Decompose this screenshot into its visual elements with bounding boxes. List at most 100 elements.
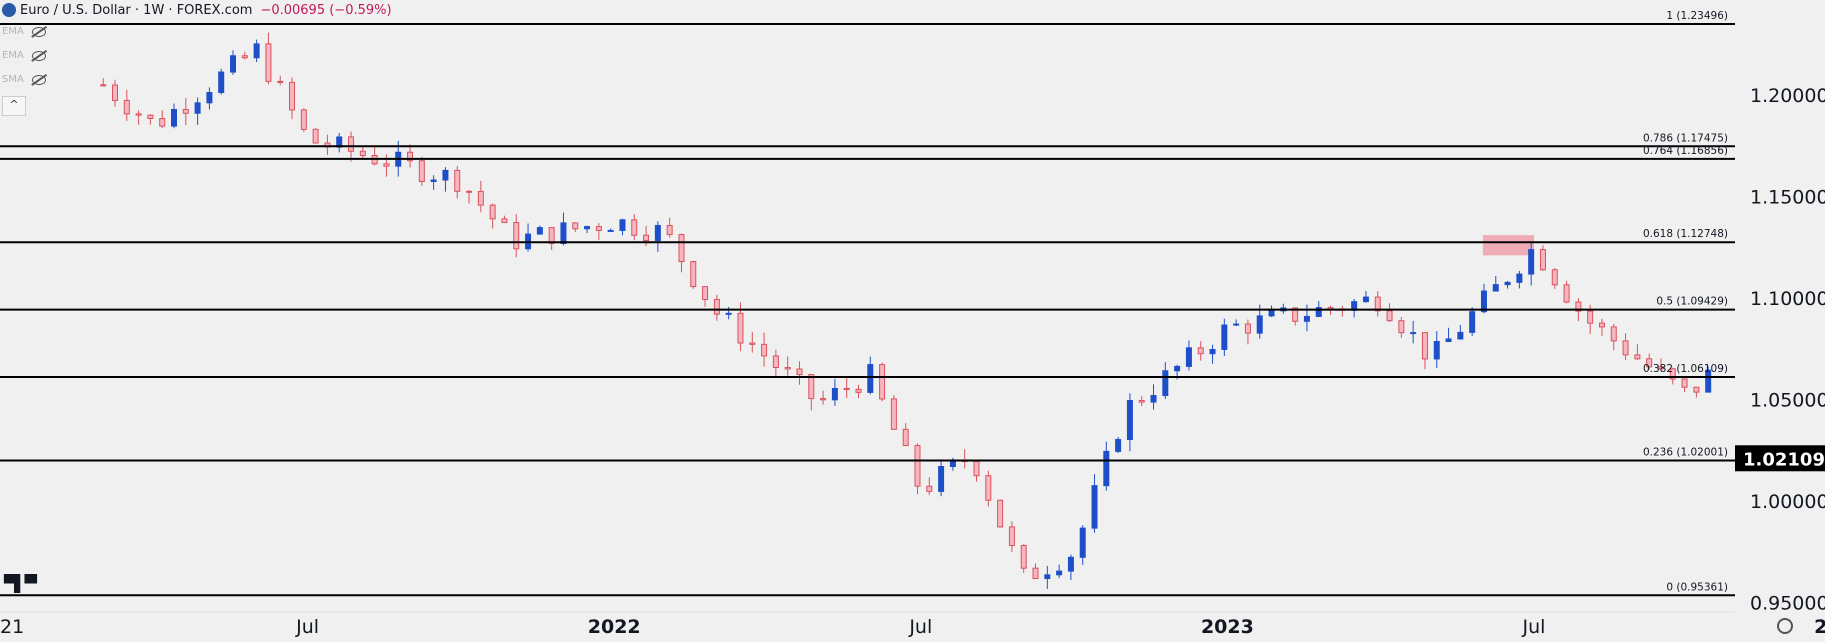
candle-body [1622,340,1629,356]
indicator-sma[interactable]: SMA [2,74,46,85]
price-change: −0.00695 (−0.59%) [260,2,392,18]
candle-body [867,364,874,393]
candle-92 [1185,340,1192,371]
y-tick-4: 1.00000 [1750,491,1825,513]
candle-52 [713,294,720,321]
tradingview-logo: ▀▌▀ [4,574,37,593]
candle-body [713,298,720,315]
candle-128 [1610,323,1617,351]
collapse-indicators-button[interactable]: ^ [2,96,26,116]
eye-hidden-icon[interactable] [31,74,46,85]
candle-114 [1445,327,1452,342]
candle-body [277,80,284,83]
candle-body [926,485,933,492]
candle-61 [820,390,827,405]
candle-body [1079,527,1086,558]
candle-body [1162,370,1169,397]
settings-icon[interactable] [1777,618,1793,634]
candle-39 [560,212,567,246]
candle-body [643,234,650,241]
candle-body [466,190,473,193]
candle-24 [383,154,390,177]
fib-label-4: 0.5 (1.09429) [1656,296,1728,308]
candle-body [938,466,945,492]
fib-label-2: 0.764 (1.16856) [1643,145,1728,157]
candle-body [1410,332,1417,335]
candle-94 [1209,344,1216,364]
candle-body [1504,281,1511,286]
candle-body [1032,567,1039,580]
candle-body [595,226,602,232]
candle-84 [1091,474,1098,533]
candle-40 [572,222,579,233]
candle-body [1067,556,1074,572]
candle-body [1705,369,1712,393]
candle-16 [289,77,296,120]
candle-body [808,374,815,400]
eye-hidden-icon[interactable] [31,50,46,61]
candle-body [619,219,626,231]
candle-body [973,461,980,477]
candle-body [1244,323,1251,334]
candle-body [194,102,201,114]
candle-body [1115,439,1122,452]
candle-body [206,92,213,104]
candle-63 [843,377,850,399]
candle-body [1362,296,1369,303]
candle-body [513,222,520,250]
zone-0 [1482,235,1534,256]
candle-135 [1693,386,1700,398]
candle-body [1138,400,1145,403]
candle-body [1646,358,1653,368]
candle-body [100,84,107,87]
candle-body [171,108,178,127]
candle-body [501,218,508,224]
candle-106 [1351,299,1358,318]
price-marker-box [1735,445,1825,472]
indicator-ema-2[interactable]: EMA [2,50,46,61]
candle-95 [1221,318,1228,356]
fib-label-1: 0.786 (1.17475) [1643,132,1728,144]
candle-body [749,342,756,345]
candle-20 [336,132,343,153]
candle-51 [702,286,709,307]
candle-8 [194,97,201,125]
candle-body [135,113,142,116]
candle-body [772,355,779,368]
candle-2 [123,89,130,122]
candle-body [584,226,591,230]
candle-45 [631,214,638,241]
candle-50 [690,260,697,289]
candle-body [1563,284,1570,303]
candle-116 [1469,307,1476,337]
candle-body [112,84,119,101]
candle-body [690,261,697,288]
candle-body [230,55,237,73]
candle-96 [1233,319,1240,327]
candle-body [1150,395,1157,403]
candle-36 [525,223,532,252]
candle-body [1480,290,1487,313]
candle-body [147,114,154,120]
candle-120 [1516,270,1523,289]
eye-hidden-icon[interactable] [31,26,46,37]
candle-60 [808,373,815,411]
fib-label-3: 0.618 (1.12748) [1643,228,1728,240]
candle-body [902,428,909,447]
candle-107 [1362,291,1369,303]
candle-115 [1457,324,1464,340]
candle-body [1575,301,1582,312]
candle-112 [1421,332,1428,370]
candle-body [666,224,673,236]
candle-body [1681,378,1688,388]
candle-31 [466,190,473,204]
candle-97 [1244,319,1251,345]
indicator-ema-1[interactable]: EMA [2,26,46,37]
candle-body [312,128,319,144]
candle-47 [654,221,661,252]
candle-70 [926,477,933,496]
candle-81 [1056,564,1063,579]
candle-132 [1657,358,1664,372]
candle-109 [1386,303,1393,322]
